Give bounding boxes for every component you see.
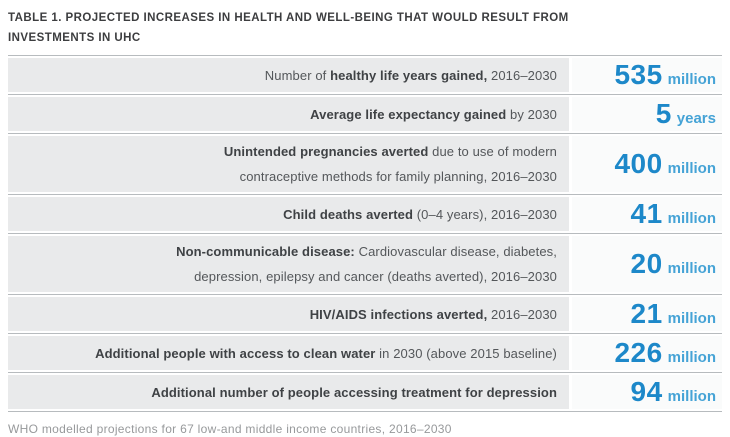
row-value: 20 million [572, 236, 722, 292]
value-number: 226 [614, 337, 663, 368]
table-row: Additional people with access to clean w… [8, 334, 722, 372]
value-number: 535 [614, 59, 663, 90]
uhc-table: Number of healthy life years gained, 201… [8, 55, 722, 412]
table-title-line2: INVESTMENTS IN UHC [8, 32, 141, 44]
value-unit: million [667, 388, 716, 405]
value-unit: million [667, 71, 716, 88]
value-number: 5 [655, 98, 672, 129]
table-row: Unintended pregnancies averted due to us… [8, 134, 722, 194]
source-note: WHO modelled projections for 67 low-and … [8, 422, 452, 436]
row-divider [8, 133, 722, 134]
value-number: 20 [630, 248, 663, 279]
table-row: HIV/AIDS infections averted, 2016–2030 21… [8, 295, 722, 333]
value-unit: million [667, 160, 716, 177]
table-row: Child deaths averted (0–4 years), 2016–2… [8, 195, 722, 233]
value-unit: years [676, 110, 716, 127]
row-divider [8, 411, 722, 412]
row-label-text: Average life expectancy gained by 2030 [310, 106, 557, 122]
row-label: Unintended pregnancies averted due to us… [8, 136, 569, 192]
row-label-text: Additional number of people accessing tr… [151, 384, 557, 400]
row-value: 226 million [572, 336, 722, 370]
table-title: TABLE 1. PROJECTED INCREASES IN HEALTH A… [8, 8, 722, 48]
row-label-text: Unintended pregnancies averted due to us… [223, 144, 557, 184]
table-row: Additional number of people accessing tr… [8, 373, 722, 411]
row-divider [8, 94, 722, 95]
row-label-text: Non-communicable disease: Cardiovascular… [176, 244, 557, 284]
row-value: 41 million [572, 197, 722, 231]
row-label: Number of healthy life years gained, 201… [8, 58, 569, 92]
value-unit: million [667, 210, 716, 227]
row-label-text: Number of healthy life years gained, 201… [264, 67, 557, 83]
table-row: Number of healthy life years gained, 201… [8, 56, 722, 94]
row-label-text: Child deaths averted (0–4 years), 2016–2… [283, 206, 557, 222]
row-label: Child deaths averted (0–4 years), 2016–2… [8, 197, 569, 231]
row-divider [8, 333, 722, 334]
value-number: 41 [630, 198, 663, 229]
value-unit: million [667, 310, 716, 327]
value-number: 21 [630, 298, 663, 329]
row-value: 94 million [572, 375, 722, 409]
value-unit: million [667, 260, 716, 277]
row-value: 5 years [572, 97, 722, 131]
row-label: Additional number of people accessing tr… [8, 375, 569, 409]
row-label: Additional people with access to clean w… [8, 336, 569, 370]
row-divider [8, 233, 722, 234]
row-divider [8, 194, 722, 195]
row-label: Average life expectancy gained by 2030 [8, 97, 569, 131]
value-number: 400 [614, 148, 663, 179]
table-row: Non-communicable disease: Cardiovascular… [8, 234, 722, 294]
value-unit: million [667, 349, 716, 366]
row-divider [8, 294, 722, 295]
row-value: 535 million [572, 58, 722, 92]
row-value: 400 million [572, 136, 722, 192]
row-label: HIV/AIDS infections averted, 2016–2030 [8, 297, 569, 331]
value-number: 94 [630, 376, 663, 407]
row-label-text: HIV/AIDS infections averted, 2016–2030 [309, 306, 557, 322]
row-label-text: Additional people with access to clean w… [95, 345, 557, 361]
row-divider [8, 55, 722, 56]
row-label: Non-communicable disease: Cardiovascular… [8, 236, 569, 292]
row-divider [8, 372, 722, 373]
row-value: 21 million [572, 297, 722, 331]
table-title-line1: TABLE 1. PROJECTED INCREASES IN HEALTH A… [8, 12, 569, 24]
table-row: Average life expectancy gained by 2030 5 y… [8, 95, 722, 133]
